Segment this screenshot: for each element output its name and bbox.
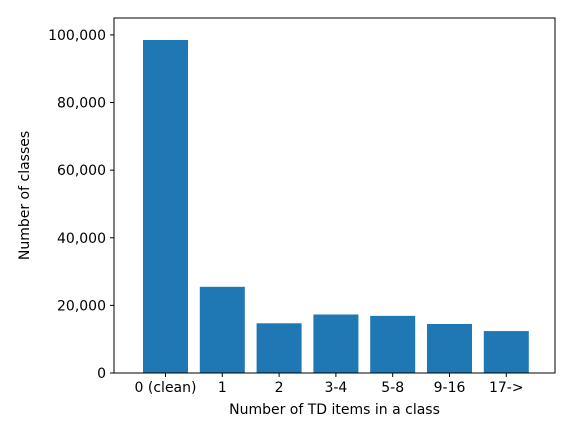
bar-3 (313, 314, 359, 373)
x-ticks-group: 0 (clean) 1 2 3-4 5-8 9-16 17-> (135, 373, 524, 396)
x-tick-label: 17-> (489, 380, 524, 396)
y-tick-label: 80,000 (57, 96, 106, 112)
bars-group (143, 39, 529, 373)
y-ticks-group: 0 20,000 40,000 60,000 80,000 100,000 (48, 28, 114, 382)
bar-6 (483, 331, 529, 373)
x-tick-label: 5-8 (381, 380, 404, 396)
x-tick-label: 9-16 (434, 380, 466, 396)
y-tick-label: 60,000 (57, 163, 106, 179)
x-tick-label: 2 (275, 380, 284, 396)
y-tick-label: 0 (97, 366, 106, 382)
x-axis-label: Number of TD items in a class (229, 402, 440, 418)
bar-5 (427, 323, 472, 373)
x-tick-label: 3-4 (324, 380, 347, 396)
x-tick-label: 1 (218, 380, 227, 396)
x-tick-label: 0 (clean) (135, 380, 197, 396)
bar-1 (199, 286, 245, 373)
bar-0 (143, 39, 188, 373)
y-tick-label: 40,000 (57, 231, 106, 247)
y-tick-label: 100,000 (48, 28, 106, 44)
bar-2 (256, 323, 302, 373)
y-tick-label: 20,000 (57, 298, 106, 314)
plot-frame (113, 17, 556, 374)
bar-4 (370, 315, 416, 373)
y-axis-label: Number of classes (17, 131, 33, 260)
